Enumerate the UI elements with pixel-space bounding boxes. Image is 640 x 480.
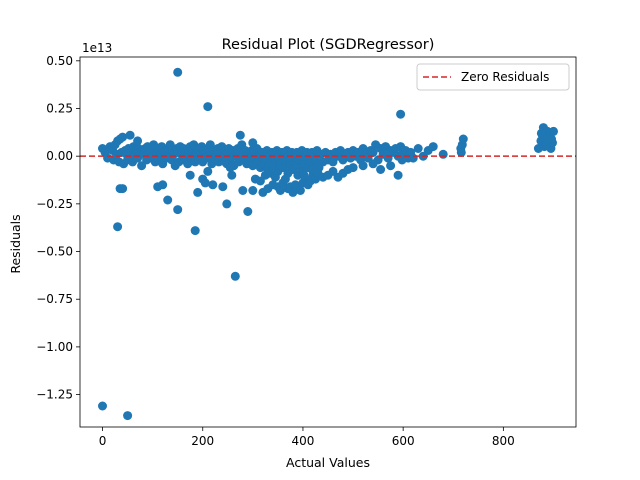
data-point — [536, 128, 546, 138]
data-point — [158, 180, 168, 190]
data-point — [222, 199, 232, 209]
legend-box — [416, 63, 570, 91]
x-tick-label: 400 — [291, 434, 314, 448]
y-axis-ticks: 0.50 0.25 0.00 −0.25 −0.50 −0.75 −1.00 −1.25 — [36, 54, 80, 402]
data-point — [368, 159, 378, 169]
plot-frame — [79, 56, 577, 428]
data-point — [230, 271, 240, 281]
data-point — [118, 132, 128, 142]
data-point — [203, 166, 213, 176]
data-point — [376, 165, 386, 174]
data-point — [227, 170, 237, 180]
chart-title: Residual Plot (SGDRegressor) — [222, 37, 435, 53]
data-point — [413, 144, 423, 153]
y-tick-label: −0.50 — [36, 245, 73, 259]
data-point — [438, 149, 448, 159]
data-point — [190, 226, 200, 236]
data-point — [118, 184, 128, 194]
data-point — [428, 142, 438, 152]
data-point — [368, 147, 378, 157]
data-point — [295, 186, 305, 195]
data-point — [200, 178, 210, 188]
data-point — [248, 138, 258, 148]
data-point — [225, 163, 235, 173]
x-axis-label: Actual Values — [286, 455, 370, 470]
data-point — [238, 186, 248, 195]
data-point — [163, 195, 173, 205]
data-point — [185, 170, 195, 180]
data-point — [98, 401, 107, 411]
data-point — [123, 411, 133, 421]
data-point — [270, 172, 280, 182]
x-tick-label: 600 — [392, 434, 415, 448]
data-point — [173, 205, 183, 215]
legend: Zero Residuals — [416, 63, 570, 91]
data-point — [393, 170, 403, 180]
data-point — [386, 161, 396, 171]
data-point — [125, 130, 135, 140]
scatter-points — [98, 67, 558, 421]
data-point — [218, 182, 228, 192]
data-point — [541, 140, 551, 150]
x-tick-label: 0 — [99, 434, 107, 448]
y-axis-offset-label: 1e13 — [82, 41, 112, 55]
y-tick-label: −0.25 — [36, 197, 73, 211]
data-point — [348, 163, 358, 173]
y-tick-label: 0.25 — [46, 101, 73, 115]
data-point — [203, 102, 213, 112]
data-point — [173, 67, 183, 77]
data-point — [314, 163, 324, 173]
data-point — [208, 180, 218, 190]
data-point — [280, 174, 290, 184]
y-tick-label: −0.75 — [36, 292, 73, 306]
data-point — [408, 153, 418, 163]
x-tick-label: 800 — [492, 434, 515, 448]
data-point — [358, 161, 368, 171]
data-point — [235, 130, 245, 140]
data-point — [458, 134, 468, 144]
x-tick-label: 200 — [191, 434, 214, 448]
data-point — [396, 109, 406, 119]
data-point — [299, 170, 309, 180]
data-point — [243, 207, 253, 216]
y-tick-label: −1.25 — [36, 388, 73, 402]
x-axis-ticks: 0 200 400 600 800 — [99, 427, 515, 448]
data-point — [113, 222, 123, 232]
data-point — [456, 147, 466, 157]
data-point — [549, 126, 558, 136]
y-tick-label: 0.00 — [46, 149, 73, 163]
legend-entry-zero-residuals: Zero Residuals — [461, 70, 549, 84]
data-point — [397, 155, 407, 165]
data-point — [248, 186, 258, 195]
y-tick-label: −1.00 — [36, 340, 73, 354]
data-point — [307, 165, 317, 174]
data-point — [275, 186, 285, 195]
y-tick-label: 0.50 — [46, 54, 73, 68]
y-axis-label: Residuals — [8, 214, 23, 273]
data-point — [133, 136, 143, 146]
data-point — [193, 187, 203, 197]
